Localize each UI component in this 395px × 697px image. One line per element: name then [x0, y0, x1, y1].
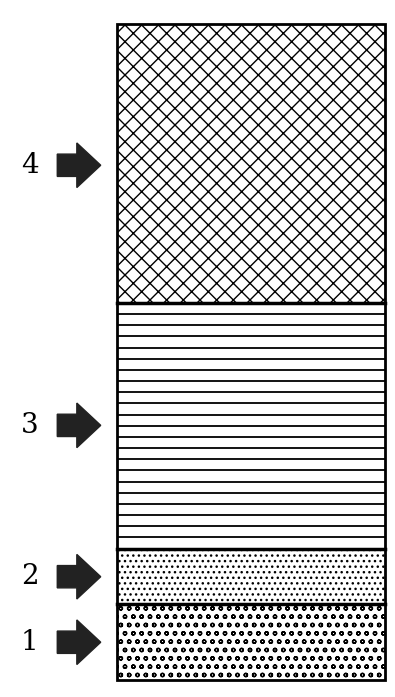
FancyArrow shape	[57, 143, 101, 187]
Bar	[117, 24, 385, 302]
Bar	[117, 549, 385, 604]
Bar	[117, 302, 385, 549]
Bar	[117, 604, 385, 680]
Text: 1: 1	[21, 629, 38, 656]
Bar	[117, 24, 385, 302]
Text: 4: 4	[21, 152, 38, 178]
Text: 3: 3	[21, 412, 38, 439]
Text: 2: 2	[21, 563, 38, 590]
Bar	[117, 549, 385, 604]
Bar	[117, 604, 385, 680]
FancyArrow shape	[57, 620, 101, 664]
Bar	[117, 24, 385, 680]
FancyArrow shape	[57, 403, 101, 447]
FancyArrow shape	[57, 554, 101, 599]
